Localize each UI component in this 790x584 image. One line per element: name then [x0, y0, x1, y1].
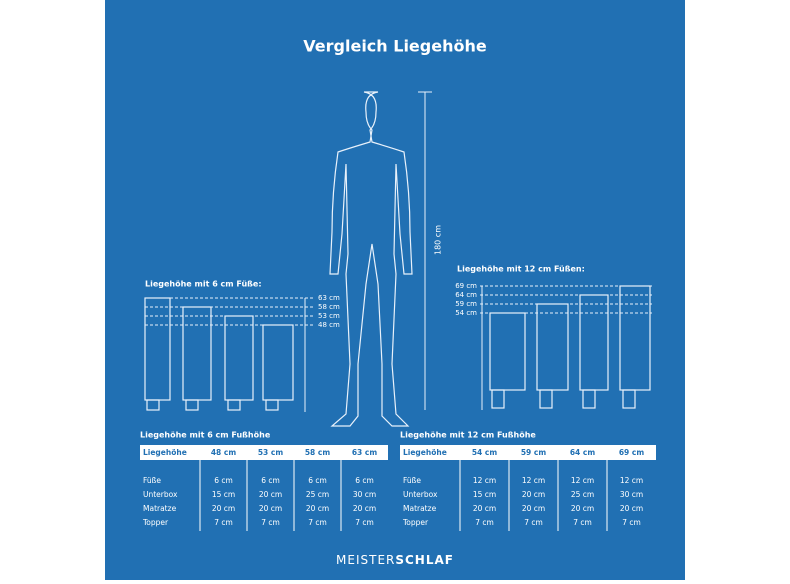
table-cell: 7 cm — [214, 518, 233, 527]
table-cell: 20 cm — [259, 490, 282, 499]
table-cell: 25 cm — [306, 490, 329, 499]
table-header-cell: Liegehöhe — [143, 448, 187, 457]
table-cell: 12 cm — [571, 476, 594, 485]
table-cell: 20 cm — [353, 504, 376, 513]
table-cell: 7 cm — [308, 518, 327, 527]
table-cell: 7 cm — [622, 518, 641, 527]
table-cell: 20 cm — [522, 504, 545, 513]
table-cell: Matratze — [143, 504, 177, 513]
table-header-cell: Liegehöhe — [403, 448, 447, 457]
table-cell: 6 cm — [261, 476, 280, 485]
table-header-cell: 58 cm — [305, 448, 330, 457]
table-cell: 7 cm — [524, 518, 543, 527]
table-cell: 20 cm — [473, 504, 496, 513]
table-cell: 20 cm — [212, 504, 235, 513]
diagram-label: Liegehöhe mit 12 cm Füßen: — [457, 265, 585, 274]
table-cell: 6 cm — [214, 476, 233, 485]
table-cell: Füße — [403, 476, 421, 485]
diagram-label: Liegehöhe mit 6 cm Füße: — [145, 280, 262, 289]
table-cell: 20 cm — [306, 504, 329, 513]
table-cell: 7 cm — [261, 518, 280, 527]
table-cell: Unterbox — [143, 490, 178, 499]
table-cell: Matratze — [403, 504, 437, 513]
table-cell: 30 cm — [353, 490, 376, 499]
table-cell: 20 cm — [259, 504, 282, 513]
table-cell: 15 cm — [473, 490, 496, 499]
table-cell: 20 cm — [620, 504, 643, 513]
table-cell: 12 cm — [473, 476, 496, 485]
table-header-bg — [400, 445, 656, 460]
table-cell: 15 cm — [212, 490, 235, 499]
height-label: 59 cm — [455, 300, 477, 308]
height-label: 69 cm — [455, 282, 477, 290]
table-cell: Topper — [402, 518, 429, 527]
table-header-bg — [140, 445, 388, 460]
table-cell: Füße — [143, 476, 161, 485]
person — [329, 91, 413, 427]
table-header-cell: 69 cm — [619, 448, 644, 457]
table-cell: 20 cm — [522, 490, 545, 499]
height-label: 48 cm — [318, 321, 340, 329]
table-cell: 25 cm — [571, 490, 594, 499]
table-cell: 6 cm — [355, 476, 374, 485]
table-header-cell: 48 cm — [211, 448, 236, 457]
table-cell: 30 cm — [620, 490, 643, 499]
table-header-cell: 59 cm — [521, 448, 546, 457]
table-title: Liegehöhe mit 12 cm Fußhöhe — [400, 431, 536, 440]
height-label: 64 cm — [455, 291, 477, 299]
table-header-cell: 53 cm — [258, 448, 283, 457]
table-cell: 12 cm — [620, 476, 643, 485]
table-cell: 20 cm — [571, 504, 594, 513]
table-header-cell: 63 cm — [352, 448, 377, 457]
height-label: 180 cm — [434, 225, 443, 255]
table-cell: Topper — [142, 518, 169, 527]
logo: MEISTERSCHLAF — [336, 553, 454, 567]
table-cell: 12 cm — [522, 476, 545, 485]
height-label: 63 cm — [318, 294, 340, 302]
height-label: 58 cm — [318, 303, 340, 311]
height-label: 54 cm — [455, 309, 477, 317]
height-label: 53 cm — [318, 312, 340, 320]
table-cell: Unterbox — [403, 490, 438, 499]
table-cell: 6 cm — [308, 476, 327, 485]
table-title: Liegehöhe mit 6 cm Fußhöhe — [140, 431, 271, 440]
table-cell: 7 cm — [355, 518, 374, 527]
table-cell: 7 cm — [475, 518, 494, 527]
table-cell: 7 cm — [573, 518, 592, 527]
table-header-cell: 64 cm — [570, 448, 595, 457]
table-header-cell: 54 cm — [472, 448, 497, 457]
title: Vergleich Liegehöhe — [303, 37, 487, 56]
